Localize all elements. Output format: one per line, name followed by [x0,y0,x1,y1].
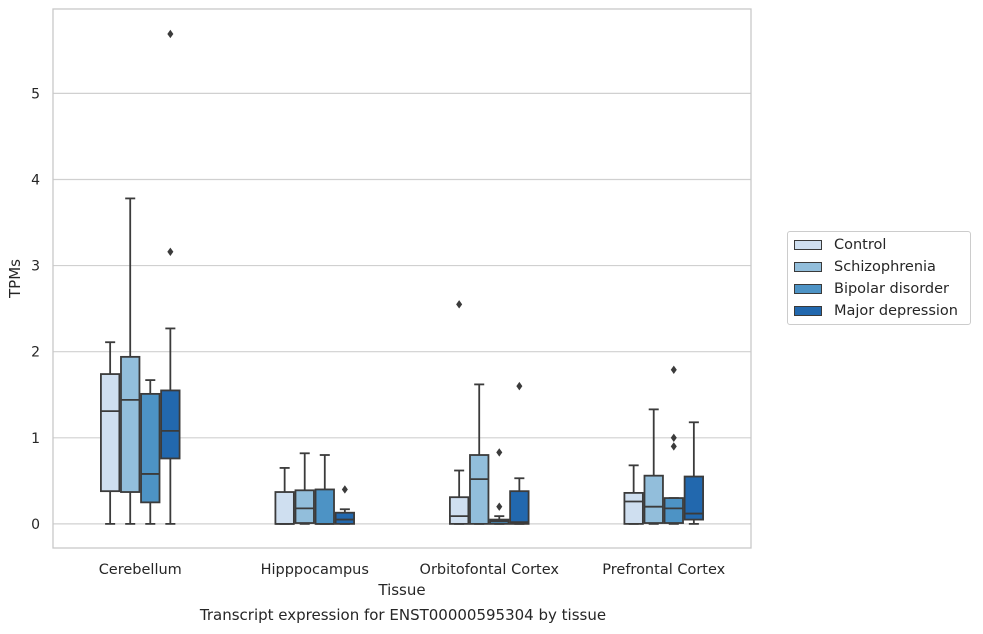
iqr-box [623,491,644,525]
box-bipolar-disorder [663,365,684,525]
x-axis-label: Tissue [377,581,425,599]
outlier-point [516,381,523,391]
iqr-box [683,475,704,521]
box-control [274,467,295,525]
box-major-depression [334,485,355,525]
y-tick-label: 5 [31,86,40,102]
legend-label-schizophrenia: Schizophrenia [834,259,936,275]
x-tick-label: Hipppocampus [261,562,369,578]
legend-swatch-control [794,240,822,250]
iqr-box [449,496,470,525]
box-bipolar-disorder [314,454,335,525]
box-schizophrenia [643,408,664,525]
outlier-point [670,365,677,374]
boxes [100,29,704,525]
outlier-point [341,485,348,494]
iqr-box [100,373,121,493]
outlier-point [456,300,463,309]
box-major-depression [160,29,181,525]
outlier-point [167,247,174,257]
box-major-depression [683,421,704,525]
axis-ticks: 0 1 2 3 4 5 Cerebellum Hipppocampus Orbitofontal… [31,86,726,578]
box-control [100,341,121,525]
y-tick-label: 3 [31,259,40,275]
iqr-box [274,491,295,525]
legend-swatch-schizophrenia [794,262,822,272]
iqr-box [294,489,315,524]
x-tick-label: Prefrontal Cortex [602,562,725,578]
box-bipolar-disorder [140,379,161,525]
box-control [449,300,470,525]
box-major-depression [509,381,530,525]
iqr-box [509,490,530,525]
legend-label-control: Control [834,237,887,253]
outlier-point [670,433,677,442]
y-tick-label: 1 [31,431,40,447]
iqr-box [663,497,684,524]
x-tick-label: Cerebellum [99,562,182,578]
y-axis-label: TPMs [6,259,24,299]
iqr-box [140,392,161,504]
outlier-point [496,448,503,457]
iqr-box [160,389,181,460]
box-schizophrenia [469,383,490,525]
plot-frame [52,8,752,549]
box-control [623,464,644,525]
iqr-box [643,474,664,524]
outlier-point [167,29,174,39]
outlier-point [670,442,677,451]
legend-swatch-bipolar-disorder [794,284,822,294]
iqr-box [334,511,355,525]
legend-item-bipolar-disorder: Bipolar disorder [794,279,949,299]
x-tick-label: Orbitofontal Cortex [420,562,560,578]
y-tick-label: 0 [31,517,40,533]
legend-item-control: Control [794,235,886,255]
y-tick-label: 2 [31,345,40,361]
legend-label-bipolar-disorder: Bipolar disorder [834,281,949,297]
iqr-box [469,454,490,525]
box-schizophrenia [120,197,141,525]
outlier-point [496,502,503,511]
iqr-box [314,488,335,525]
box-bipolar-disorder [489,448,510,525]
legend-item-schizophrenia: Schizophrenia [794,257,936,277]
box-schizophrenia [294,452,315,525]
iqr-box [120,355,141,493]
legend-swatch-major-depression [794,306,822,316]
legend: Control Schizophrenia Bipolar disorder M… [787,231,971,325]
legend-label-major-depression: Major depression [834,303,958,319]
y-tick-label: 4 [31,172,40,188]
legend-item-major-depression: Major depression [794,301,958,321]
figure-caption: Transcript expression for ENST0000059530… [199,606,607,624]
